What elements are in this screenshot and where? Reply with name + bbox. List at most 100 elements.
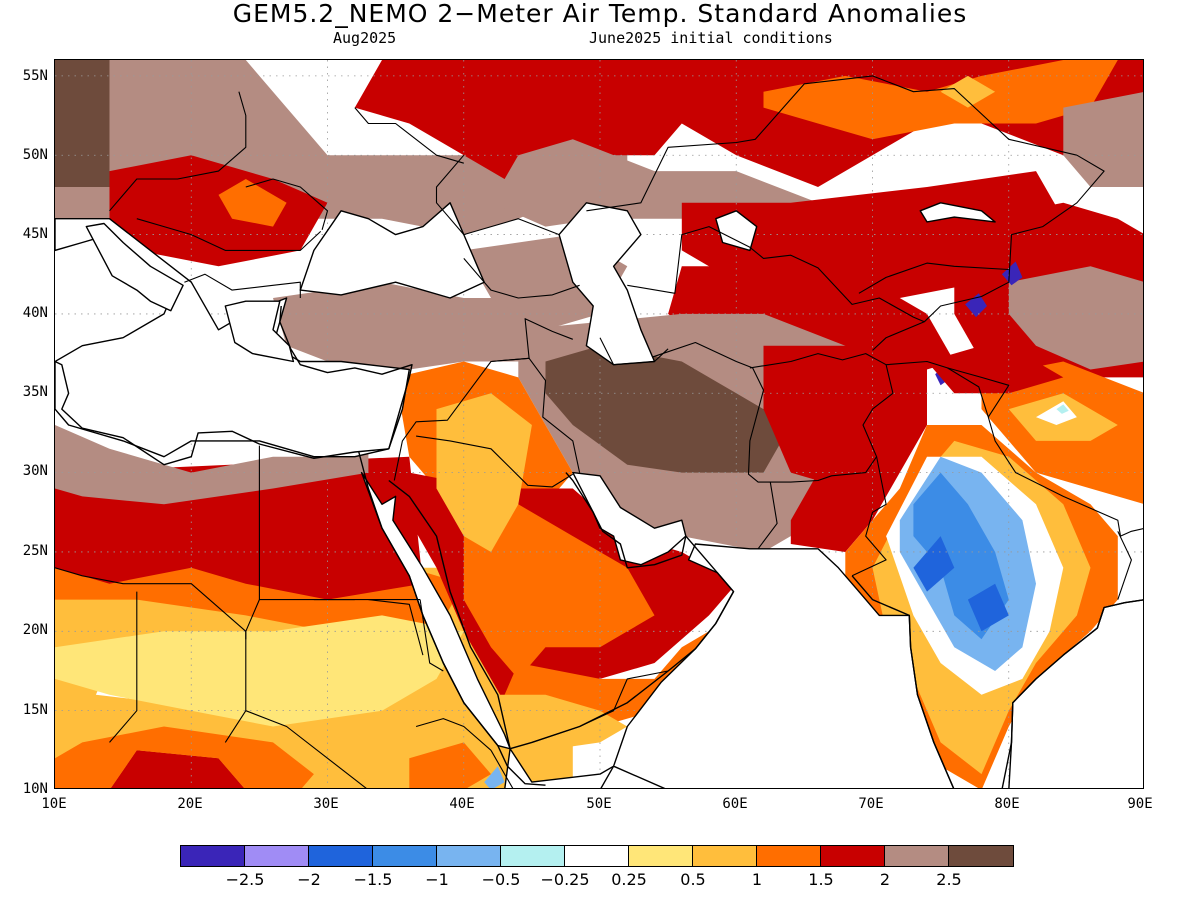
legend-swatch-7 xyxy=(629,846,693,866)
legend-label-6: 0.25 xyxy=(611,870,647,889)
anomaly-map-canvas xyxy=(55,60,1143,788)
anomaly-region-india-blue-core-1 xyxy=(913,536,955,592)
lon-label-80e: 80E xyxy=(994,796,1020,812)
anomaly-region-kyrgyz-blue-1 xyxy=(1001,261,1023,286)
country-border-4 xyxy=(419,599,444,672)
lon-label-60e: 60E xyxy=(722,796,748,812)
country-border-32 xyxy=(1117,531,1132,600)
country-border-23 xyxy=(354,107,464,164)
lon-label-50e: 50E xyxy=(586,796,612,812)
legend-label-1: −2 xyxy=(297,870,321,889)
country-border-14 xyxy=(627,226,925,351)
anomaly-region-africa-orange-bottom xyxy=(55,726,314,788)
anomaly-region-yemen-yellow xyxy=(491,694,628,751)
anomaly-region-romania-orange xyxy=(218,179,287,227)
aral-sea xyxy=(715,210,758,252)
anomaly-region-central-europe-red xyxy=(109,155,328,267)
anomaly-region-africa-red-bottom xyxy=(110,750,245,788)
country-border-25 xyxy=(531,670,669,743)
country-border-24 xyxy=(599,337,669,366)
country-border-21 xyxy=(136,218,322,251)
lat-label-40n: 40N xyxy=(22,305,48,321)
adriatic xyxy=(85,222,184,312)
legend-label-9: 1.5 xyxy=(808,870,834,889)
legend-swatch-0 xyxy=(181,846,245,866)
anomaly-region-anatolia-brown xyxy=(273,282,546,370)
country-border-31 xyxy=(245,710,367,788)
coastlines xyxy=(55,75,1143,788)
anomaly-region-africa-orange-east xyxy=(409,742,491,788)
anomaly-region-himalaya-red xyxy=(927,345,1064,394)
legend-swatch-2 xyxy=(309,846,373,866)
country-border-18 xyxy=(435,154,560,236)
gulf-of-aden xyxy=(504,748,615,788)
forecast-month: Aug2025 xyxy=(333,29,397,47)
legend-label-2: −1.5 xyxy=(353,870,393,889)
legend-swatch-1 xyxy=(245,846,309,866)
country-border-28 xyxy=(368,599,424,656)
legend-swatch-9 xyxy=(757,846,821,866)
anomaly-map xyxy=(54,59,1144,789)
initial-conditions: June2025 initial conditions xyxy=(589,29,833,47)
anomaly-region-kazakh-orange xyxy=(763,60,1118,140)
anomaly-region-tibet-cyan xyxy=(1056,404,1069,414)
arabian-peninsula-outline xyxy=(388,472,735,750)
anomaly-region-iran-darkbrown xyxy=(545,345,791,473)
country-border-9 xyxy=(463,258,580,299)
anomaly-region-kazakh-yellow xyxy=(940,75,996,108)
lon-label-70e: 70E xyxy=(858,796,884,812)
lat-label-20n: 20N xyxy=(22,622,48,638)
legend-swatch-12 xyxy=(949,846,1013,866)
legend-label-10: 2 xyxy=(879,870,891,889)
anomaly-region-tibet-white xyxy=(1036,401,1077,425)
color-legend xyxy=(180,845,1014,867)
legend-swatch-5 xyxy=(501,846,565,866)
africa-east-coast xyxy=(358,451,546,786)
country-border-17 xyxy=(586,75,1078,212)
lat-label-25n: 25N xyxy=(22,543,48,559)
country-border-30 xyxy=(109,591,138,743)
persian-gulf xyxy=(572,471,687,566)
legend-swatch-4 xyxy=(437,846,501,866)
lon-label-40e: 40E xyxy=(449,796,475,812)
country-border-16 xyxy=(858,262,1009,294)
legend-label-7: 0.5 xyxy=(680,870,706,889)
legend-label-5: −0.25 xyxy=(540,870,590,889)
lon-label-90e: 90E xyxy=(1127,796,1153,812)
country-border-13 xyxy=(851,456,887,577)
anomaly-region-africa-yellow-1 xyxy=(55,615,464,727)
legend-swatch-8 xyxy=(693,846,757,866)
lat-label-15n: 15N xyxy=(22,702,48,718)
india-outline xyxy=(851,575,1143,788)
lat-label-35n: 35N xyxy=(22,384,48,400)
anomaly-region-red-sea-cyan xyxy=(484,766,505,788)
lon-label-20e: 20E xyxy=(177,796,203,812)
anomaly-region-arabia-orange xyxy=(463,504,655,679)
balkhash-lake xyxy=(919,202,996,223)
country-border-10 xyxy=(652,341,778,550)
country-border-8 xyxy=(524,318,573,359)
lat-label-45n: 45N xyxy=(22,226,48,242)
country-border-12 xyxy=(886,360,1143,537)
anomaly-region-india-blue-core-2 xyxy=(967,583,1009,632)
country-border-19 xyxy=(245,178,329,230)
anomaly-region-libya-brown xyxy=(55,425,369,505)
country-border-2 xyxy=(55,567,247,632)
lat-label-10n: 10N xyxy=(22,781,48,797)
legend-swatch-11 xyxy=(885,846,949,866)
country-border-27 xyxy=(415,718,492,751)
lat-label-50n: 50N xyxy=(22,147,48,163)
country-border-11 xyxy=(749,353,894,483)
lon-label-30e: 30E xyxy=(313,796,339,812)
country-border-6 xyxy=(416,435,574,488)
country-border-15 xyxy=(923,154,1105,323)
lat-label-55n: 55N xyxy=(22,68,48,84)
legend-swatch-6 xyxy=(565,846,629,866)
legend-swatch-3 xyxy=(373,846,437,866)
africa-north-coast xyxy=(55,360,389,466)
legend-label-8: 1 xyxy=(751,870,763,889)
country-border-26 xyxy=(490,750,514,788)
legend-label-0: −2.5 xyxy=(225,870,265,889)
country-border-22 xyxy=(184,273,301,298)
legend-label-3: −1 xyxy=(425,870,449,889)
